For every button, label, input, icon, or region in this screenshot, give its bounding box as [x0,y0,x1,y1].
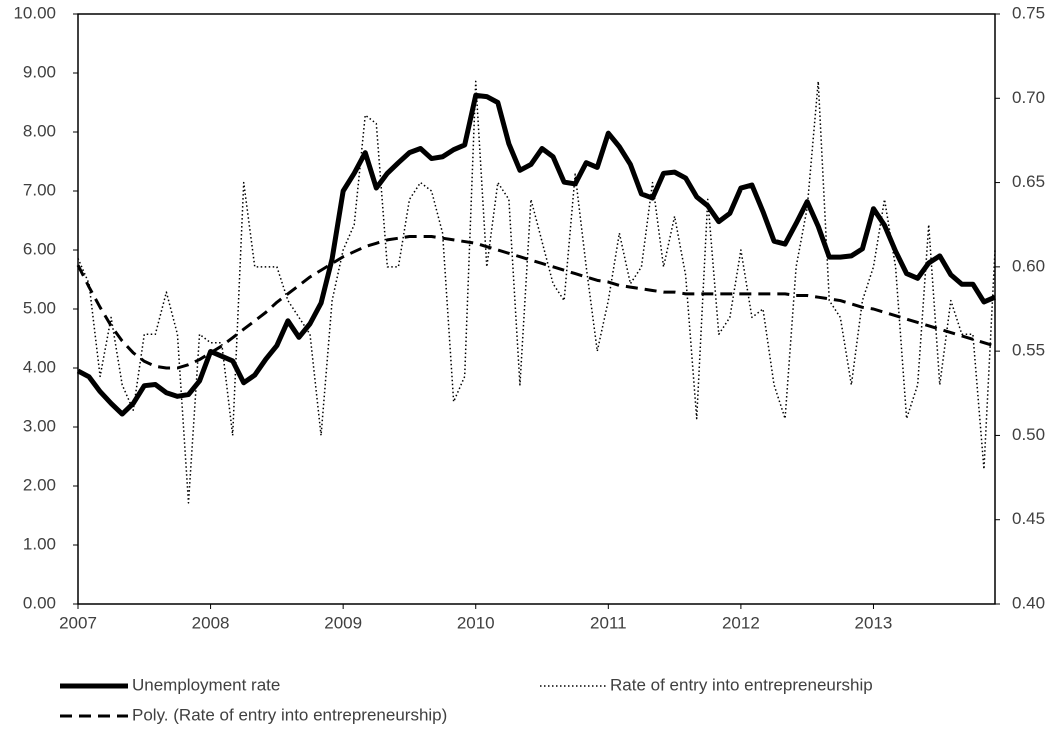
y-tick-label: 6.00 [23,239,56,258]
y2-tick-label: 0.50 [1012,425,1045,444]
y-tick-label: 8.00 [23,121,56,140]
x-tick-label: 2007 [59,613,97,632]
legend-label: Unemployment rate [132,675,280,694]
y2-tick-label: 0.75 [1012,3,1045,22]
x-tick-label: 2013 [855,613,893,632]
x-tick-label: 2011 [590,613,627,632]
y-tick-label: 3.00 [23,416,56,435]
legend-label: Poly. (Rate of entry into entrepreneursh… [132,705,447,724]
legend-label: Rate of entry into entrepreneurship [610,675,873,694]
y2-tick-label: 0.55 [1012,341,1045,360]
x-tick-label: 2012 [722,613,760,632]
plot-frame [77,13,996,605]
y-tick-label: 5.00 [23,298,56,317]
x-tick-label: 2010 [457,613,495,632]
y2-tick-label: 0.45 [1012,509,1045,528]
x-tick-label: 2008 [192,613,230,632]
y2-tick-label: 0.60 [1012,256,1045,275]
y2-tick-label: 0.40 [1012,593,1045,612]
y-tick-label: 7.00 [23,180,56,199]
series-line [77,80,996,504]
x-tick-label: 2009 [324,613,362,632]
y-tick-label: 9.00 [23,62,56,81]
y-tick-label: 4.00 [23,357,56,376]
y2-tick-label: 0.70 [1012,88,1045,107]
series-line [76,235,996,370]
y-tick-label: 2.00 [23,475,56,494]
y-tick-label: 0.00 [23,593,56,612]
series-line [76,92,996,417]
y-tick-label: 10.00 [13,3,56,22]
y-tick-label: 1.00 [23,534,56,553]
y2-tick-label: 0.65 [1012,172,1045,191]
